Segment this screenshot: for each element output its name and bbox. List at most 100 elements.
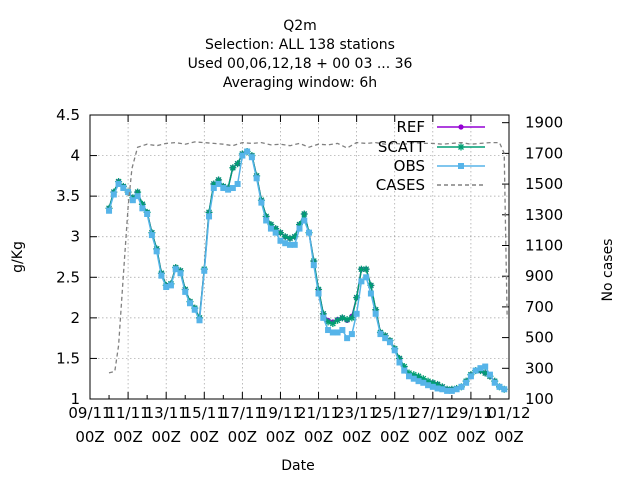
obs-point bbox=[363, 274, 370, 281]
obs-point bbox=[106, 207, 113, 214]
obs-point bbox=[110, 191, 117, 198]
scatt-point-d2 bbox=[339, 314, 346, 321]
x-axis-label: Date bbox=[281, 458, 314, 474]
y2-tick-label: 900 bbox=[525, 267, 554, 285]
obs-point bbox=[182, 288, 189, 295]
obs-point bbox=[496, 383, 503, 390]
x-tick-label-hour: 00Z bbox=[228, 428, 257, 446]
y-tick-label: 3 bbox=[70, 228, 80, 246]
obs-point bbox=[239, 152, 246, 159]
obs-point bbox=[186, 300, 193, 307]
legend-item-cases: CASES bbox=[376, 176, 485, 194]
obs-point bbox=[367, 290, 374, 297]
obs-point bbox=[277, 237, 284, 244]
obs-point bbox=[425, 382, 432, 389]
obs-point bbox=[158, 272, 165, 279]
obs-point bbox=[386, 339, 393, 346]
scatt-point bbox=[348, 314, 356, 322]
scatt-point bbox=[457, 143, 465, 151]
legend-item-obs: OBS bbox=[394, 157, 485, 175]
series-cases bbox=[108, 141, 508, 374]
obs-point bbox=[215, 180, 222, 187]
obs-point bbox=[458, 163, 464, 169]
obs-point bbox=[272, 229, 279, 236]
obs-point bbox=[315, 290, 322, 297]
y2-tick-label: 1700 bbox=[525, 144, 563, 162]
y-tick-label: 2.5 bbox=[56, 268, 80, 286]
obs-point bbox=[134, 193, 141, 200]
obs-point bbox=[358, 278, 365, 285]
obs-point bbox=[325, 327, 332, 334]
obs-point bbox=[372, 310, 379, 317]
obs-point bbox=[253, 175, 260, 182]
legend-item-scatt: SCATT bbox=[378, 138, 485, 156]
obs-point bbox=[244, 148, 251, 155]
obs-point bbox=[258, 199, 265, 206]
obs-point bbox=[172, 266, 179, 273]
obs-point bbox=[382, 335, 389, 342]
x-tick-label-hour: 00Z bbox=[342, 428, 371, 446]
obs-point bbox=[415, 378, 422, 385]
legend-label: OBS bbox=[394, 157, 425, 175]
title-line-1: Q2m bbox=[283, 18, 317, 34]
obs-point bbox=[234, 180, 241, 187]
title-line-2: Selection: ALL 138 stations bbox=[205, 37, 395, 53]
scatt-point bbox=[300, 210, 308, 218]
obs-point bbox=[229, 185, 236, 192]
x-tick-label-date: 25/11 bbox=[373, 404, 416, 422]
scatt-point-d2 bbox=[353, 294, 360, 301]
obs-point bbox=[248, 154, 255, 161]
axes: 1 1.5 2 2.5 3 3.5 4 4.5 100 300 500 700 900 1100 1300 1… bbox=[10, 106, 616, 474]
obs-point bbox=[477, 365, 484, 372]
x-tick-label-hour: 00Z bbox=[266, 428, 295, 446]
scatt-point-d2 bbox=[458, 144, 464, 150]
x-tick-label-hour: 00Z bbox=[113, 428, 142, 446]
title-line-4: Averaging window: 6h bbox=[223, 75, 377, 91]
scatt-point bbox=[334, 316, 342, 324]
obs-point bbox=[339, 327, 346, 334]
y-tick-label: 1.5 bbox=[56, 349, 80, 367]
y-tick-label: 2 bbox=[70, 309, 80, 327]
grid bbox=[90, 115, 509, 399]
ref-point bbox=[458, 124, 464, 130]
obs-point bbox=[306, 229, 313, 236]
y-tick-label: 1 bbox=[70, 390, 80, 408]
scatt-point bbox=[234, 160, 242, 168]
obs-point bbox=[486, 371, 493, 378]
y-tick-label: 4.5 bbox=[56, 106, 80, 124]
scatt-point-d2 bbox=[415, 373, 422, 380]
obs-point bbox=[448, 387, 455, 394]
obs-point bbox=[267, 225, 274, 232]
scatt-point-d2 bbox=[325, 318, 332, 325]
obs-point bbox=[420, 379, 427, 386]
obs-point bbox=[129, 197, 136, 204]
x-tick-label-date: 29/11 bbox=[449, 404, 492, 422]
obs-point bbox=[482, 363, 489, 370]
obs-point bbox=[163, 284, 170, 291]
obs-point bbox=[263, 217, 270, 224]
scatt-point bbox=[229, 164, 237, 172]
y2-tick-label: 100 bbox=[525, 390, 554, 408]
x-tick-label-date: 13/11 bbox=[145, 404, 188, 422]
scatt-point bbox=[276, 229, 284, 237]
obs-point bbox=[472, 367, 479, 374]
x-tick-label-date: 23/11 bbox=[335, 404, 378, 422]
obs-point bbox=[291, 241, 298, 248]
y2-tick-label: 700 bbox=[525, 298, 554, 316]
legend-label: CASES bbox=[376, 176, 425, 194]
obs-point bbox=[353, 310, 360, 317]
obs-point bbox=[177, 270, 184, 277]
x-tick-label-date: 21/11 bbox=[297, 404, 340, 422]
x-tick-label-hour: 00Z bbox=[494, 428, 523, 446]
obs-point bbox=[286, 241, 293, 248]
y-tick-label: 4 bbox=[70, 147, 80, 165]
obs-point bbox=[396, 359, 403, 366]
x-tick-label-date: 17/11 bbox=[221, 404, 264, 422]
y2-axis-label: No cases bbox=[600, 239, 616, 302]
obs-point bbox=[491, 379, 498, 386]
x-tick-label-hour: 00Z bbox=[456, 428, 485, 446]
obs-point bbox=[201, 267, 208, 274]
y-tick-label: 3.5 bbox=[56, 187, 80, 205]
series-line-obs bbox=[108, 150, 505, 392]
